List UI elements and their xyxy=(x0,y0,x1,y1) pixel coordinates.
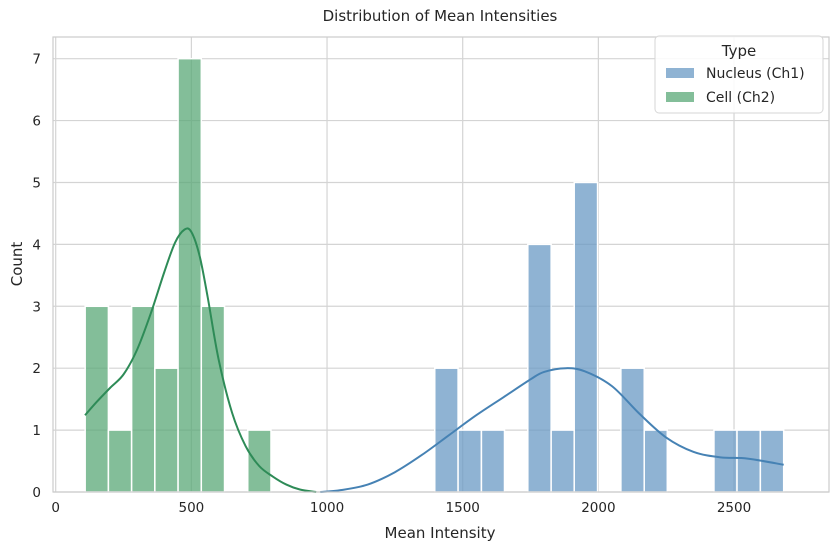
nucleus-bar xyxy=(620,367,645,493)
chart-title: Distribution of Mean Intensities xyxy=(323,7,558,25)
cell-bar xyxy=(177,57,203,493)
y-axis-ticks: 0 1 2 3 4 5 6 7 xyxy=(32,52,41,501)
x-tick-label: 2500 xyxy=(717,500,751,516)
nucleus-kde-line xyxy=(320,367,784,493)
legend-title: Type xyxy=(721,42,756,60)
y-tick-label: 2 xyxy=(32,361,41,377)
x-tick-label: 2000 xyxy=(581,500,615,516)
nucleus-bar xyxy=(713,429,738,493)
legend-swatch-cell xyxy=(666,92,694,102)
nucleus-bar xyxy=(480,429,506,493)
legend: Type Nucleus (Ch1) Cell (Ch2) xyxy=(654,35,824,114)
cell-bar xyxy=(107,429,133,493)
y-tick-label: 0 xyxy=(32,485,41,501)
cell-bar xyxy=(247,429,272,493)
cell-bars xyxy=(84,57,272,493)
y-tick-label: 4 xyxy=(32,237,41,253)
y-tick-label: 1 xyxy=(32,423,41,439)
legend-label-cell: Cell (Ch2) xyxy=(706,90,775,106)
nucleus-bar xyxy=(643,429,669,493)
cell-bar xyxy=(154,367,179,493)
x-axis-title: Mean Intensity xyxy=(385,524,496,542)
y-tick-label: 3 xyxy=(32,299,41,315)
y-tick-label: 5 xyxy=(32,175,41,191)
nucleus-bar xyxy=(527,243,552,493)
nucleus-bar xyxy=(573,181,599,493)
y-tick-label: 7 xyxy=(32,52,41,68)
kde-curves xyxy=(84,227,784,493)
nucleus-bar xyxy=(457,429,483,493)
nucleus-bar xyxy=(550,429,575,493)
x-tick-label: 500 xyxy=(178,500,204,516)
y-axis-title: Count xyxy=(8,242,26,287)
x-axis-ticks: 0 500 1000 1500 2000 2500 xyxy=(51,500,751,516)
x-tick-label: 0 xyxy=(51,500,60,516)
nucleus-bar xyxy=(736,429,762,493)
cell-bar xyxy=(84,305,110,493)
legend-box xyxy=(654,35,824,114)
x-tick-label: 1500 xyxy=(446,500,480,516)
legend-label-nucleus: Nucleus (Ch1) xyxy=(706,66,805,82)
cell-kde-line xyxy=(84,227,317,493)
plot-frame xyxy=(52,36,830,493)
x-tick-label: 1000 xyxy=(310,500,344,516)
legend-swatch-nucleus xyxy=(666,68,694,78)
y-tick-label: 6 xyxy=(32,114,41,130)
